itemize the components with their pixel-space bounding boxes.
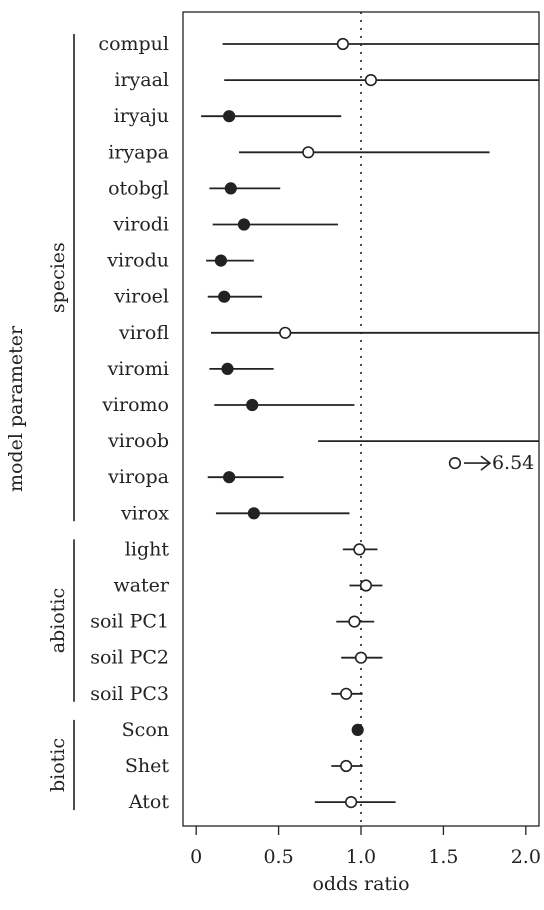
parameter-label: iryaal (114, 69, 169, 91)
x-axis-label: odds ratio (312, 873, 409, 895)
y-axis-label: model parameter (5, 325, 27, 492)
estimate-point (340, 687, 353, 700)
parameter-label: viroob (107, 430, 169, 452)
parameter-label: Shet (125, 755, 169, 777)
parameter-label: iryapa (108, 141, 169, 163)
estimate-point (364, 73, 377, 87)
estimate-point (223, 110, 236, 123)
parameter-label: Scon (122, 719, 169, 741)
parameter-label: viroel (113, 286, 169, 308)
row-viroel: viroel (113, 286, 263, 308)
estimate-point (345, 795, 358, 809)
row-viromo: viromo (101, 394, 355, 416)
row-virox: virox (120, 502, 350, 524)
estimate-point (351, 723, 364, 737)
group-species: species (47, 34, 75, 522)
row-soil-pc1: soil PC1 (90, 611, 375, 633)
group-label: biotic (47, 738, 69, 792)
estimate-point (246, 398, 259, 412)
parameter-label: soil PC3 (90, 683, 169, 705)
parameter-label: soil PC2 (90, 647, 169, 669)
row-viroob: viroob (107, 430, 539, 470)
parameter-label: soil PC1 (90, 611, 169, 633)
row-virodi: virodi (112, 214, 338, 236)
row-viropa: viropa (107, 466, 284, 488)
parameter-label: viromi (107, 358, 169, 380)
row-scon: Scon (122, 719, 364, 741)
parameter-label: virodi (112, 214, 169, 236)
group-label: species (47, 242, 69, 313)
row-virodu: virodu (106, 250, 254, 272)
row-otobgl: otobgl (108, 177, 281, 199)
estimate-point (221, 362, 234, 376)
parameter-label: light (125, 538, 170, 560)
estimate-point (359, 579, 373, 592)
estimate-point (237, 218, 251, 231)
plot-frame-group (182, 11, 540, 827)
annotations: 6.54 (463, 452, 534, 474)
group-biotic: biotic (47, 719, 75, 811)
row-virofl: virofl (118, 322, 539, 344)
estimate-point (354, 651, 368, 664)
estimate-point (348, 615, 361, 628)
row-iryapa: iryapa (108, 141, 490, 163)
parameter-label: Atot (128, 791, 169, 813)
x-tick-label: 0 (190, 846, 202, 868)
parameter-label: compul (98, 33, 169, 55)
row-water: water (113, 575, 383, 597)
row-iryaal: iryaal (114, 69, 539, 91)
row-iryaju: iryaju (114, 105, 342, 127)
parameter-label: viromo (101, 394, 169, 416)
estimate-point (448, 457, 462, 470)
estimate-point (218, 290, 231, 303)
x-tick-label: 0.5 (263, 846, 293, 868)
estimate-point (336, 37, 349, 51)
parameter-label: iryaju (114, 105, 169, 127)
parameter-label: virox (120, 502, 169, 524)
row-atot: Atot (128, 791, 396, 813)
plot-frame (182, 11, 540, 827)
x-tick-label: 2.0 (511, 846, 541, 868)
x-tick-label: 1.0 (346, 846, 376, 868)
estimate-point (353, 543, 366, 556)
estimate-point (247, 507, 260, 520)
row-soil-pc3: soil PC3 (90, 683, 363, 705)
parameter-rows: compul iryaal iryaju iryapa otobgl virodi viro… (90, 33, 539, 813)
parameter-label: water (113, 575, 169, 597)
group-abiotic: abiotic (47, 539, 75, 702)
row-viromi: viromi (107, 358, 274, 380)
estimate-point (214, 254, 228, 267)
row-light: light (125, 538, 378, 560)
parameter-label: virofl (118, 322, 169, 344)
parameter-label: otobgl (108, 177, 169, 199)
x-tick-label: 1.5 (428, 846, 458, 868)
group-label: abiotic (47, 588, 69, 653)
estimate-point (223, 471, 236, 484)
overflow-value-label: 6.54 (492, 452, 534, 474)
row-soil-pc2: soil PC2 (90, 647, 383, 669)
estimate-point (279, 326, 292, 339)
row-compul: compul (98, 33, 539, 55)
estimate-point (302, 146, 315, 159)
x-axis: 0 0.5 1.0 1.5 2.0 (190, 826, 541, 868)
overflow-arrow-head (480, 455, 492, 471)
estimate-point (224, 182, 237, 195)
parameter-label: virodu (106, 250, 169, 272)
row-shet: Shet (125, 755, 363, 777)
group-brackets: species abiotic biotic (47, 34, 75, 811)
estimate-point (340, 759, 353, 773)
parameter-label: viropa (107, 466, 169, 488)
